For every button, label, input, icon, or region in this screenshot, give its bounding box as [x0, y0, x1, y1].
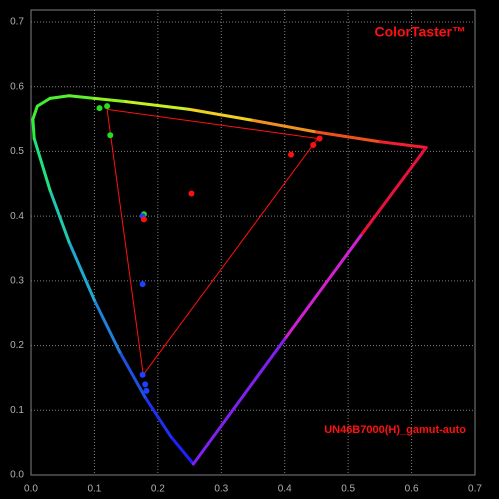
- spectral-locus: [124, 100, 192, 111]
- x-tick-label: 0.2: [151, 484, 165, 495]
- measurement-point: [139, 281, 146, 288]
- spectral-locus: [188, 107, 255, 122]
- spectral-locus: [48, 188, 71, 244]
- measurement-point: [143, 387, 150, 394]
- spectral-locus: [314, 130, 382, 144]
- spectral-locus: [92, 96, 128, 104]
- spectral-locus: [48, 94, 71, 100]
- spectral-locus: [31, 117, 36, 140]
- x-tick-label: 0.4: [278, 484, 292, 495]
- spectral-locus: [32, 136, 52, 192]
- measurement-point: [142, 381, 149, 388]
- measurement-point: [316, 135, 323, 142]
- spectral-locus: [31, 104, 39, 121]
- x-tick-label: 0.5: [341, 484, 355, 495]
- spectral-locus: [67, 240, 96, 302]
- y-tick-label: 0.4: [10, 211, 24, 222]
- annotation: UN46B7000(H)_gamut-auto: [324, 424, 466, 436]
- x-tick-label: 0.1: [87, 484, 101, 495]
- chart-title: ColorTaster™: [374, 24, 466, 40]
- y-tick-label: 0.3: [10, 275, 24, 286]
- measurement-point: [107, 132, 114, 139]
- x-tick-label: 0.7: [468, 484, 482, 495]
- spectral-locus: [169, 434, 195, 466]
- spectral-locus: [92, 298, 122, 354]
- y-tick-label: 0.7: [10, 17, 24, 28]
- measurement-point: [288, 151, 295, 158]
- measurement-point: [104, 103, 111, 110]
- spectral-locus: [35, 96, 52, 108]
- measurement-point: [139, 371, 146, 378]
- y-tick-label: 0.0: [10, 470, 24, 481]
- measurement-point: [310, 141, 317, 148]
- spectral-locus: [67, 94, 96, 100]
- spectral-locus: [378, 140, 428, 150]
- y-tick-label: 0.1: [10, 405, 24, 416]
- measurement-point: [96, 105, 103, 112]
- spectral-locus: [283, 234, 363, 341]
- x-tick-label: 0.3: [214, 484, 228, 495]
- spectral-locus: [251, 118, 318, 134]
- gamut-triangle: [106, 108, 319, 376]
- y-tick-label: 0.6: [10, 81, 24, 92]
- spectral-locus: [191, 337, 287, 466]
- x-tick-label: 0.0: [24, 484, 38, 495]
- spectral-locus: [143, 395, 173, 438]
- spectral-locus: [359, 146, 428, 238]
- measurement-point: [188, 190, 195, 197]
- spectral-locus: [118, 350, 147, 399]
- y-tick-label: 0.5: [10, 146, 24, 157]
- x-tick-label: 0.6: [405, 484, 419, 495]
- measurement-point: [140, 216, 147, 223]
- y-tick-label: 0.2: [10, 340, 24, 351]
